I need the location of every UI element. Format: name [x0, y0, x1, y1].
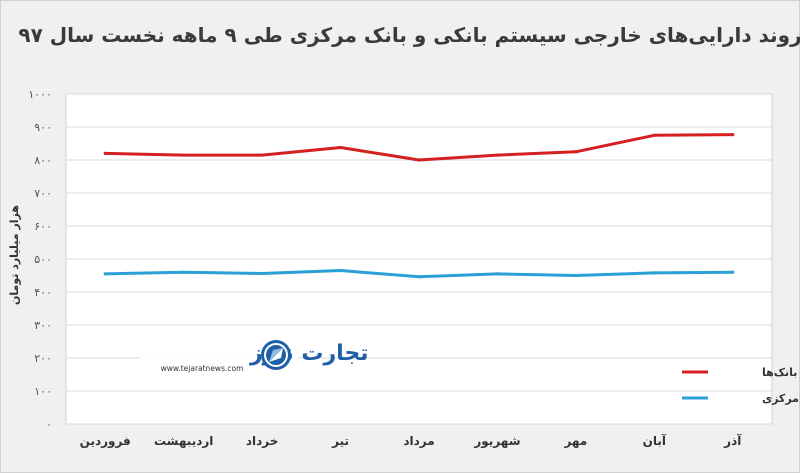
- y-tick-label: ۱۰۰: [34, 385, 52, 398]
- x-tick-label: خرداد: [246, 434, 279, 448]
- y-tick-label: ۱۰۰۰: [28, 88, 52, 101]
- x-axis-ticks: فروردین اردیبهشت خرداد تیر مرداد شهریور مهر آبا…: [80, 433, 743, 449]
- y-tick-label: ۵۰۰: [34, 253, 52, 266]
- y-tick-label: ۰: [46, 418, 52, 431]
- data-point: [652, 271, 656, 275]
- x-tick-label: مرداد: [403, 434, 434, 448]
- data-point: [182, 153, 186, 157]
- data-point: [417, 275, 421, 279]
- x-tick-label: شهریور: [473, 434, 520, 449]
- data-point: [338, 145, 343, 150]
- legend-label: بانک‌ها: [762, 366, 797, 379]
- data-point: [260, 153, 264, 157]
- data-point: [731, 132, 735, 137]
- data-point: [495, 272, 500, 276]
- data-point: [574, 150, 578, 154]
- series-lines: [103, 132, 735, 279]
- data-point: [338, 268, 343, 273]
- legend-label: بانک مرکزی: [762, 392, 800, 405]
- x-tick-label: آذر: [723, 433, 742, 448]
- data-point: [731, 270, 735, 274]
- y-axis-label: هزار میلیارد تومان: [8, 205, 21, 305]
- gridlines: [66, 93, 772, 425]
- y-tick-label: ۹۰۰: [34, 121, 52, 134]
- data-point: [182, 270, 186, 274]
- watermark-background: [140, 333, 298, 375]
- legend: بانک‌ها بانک مرکزی: [682, 366, 800, 405]
- x-tick-label: تیر: [331, 434, 349, 448]
- y-tick-label: ۶۰۰: [34, 220, 52, 233]
- y-tick-label: ۷۰۰: [34, 187, 52, 200]
- data-point: [260, 271, 264, 276]
- y-tick-label: ۳۰۰: [34, 319, 52, 332]
- data-point: [574, 273, 578, 278]
- data-point: [652, 133, 656, 137]
- y-axis-ticks: ۰ ۱۰۰ ۲۰۰ ۳۰۰ ۴۰۰ ۵۰۰ ۶۰۰ ۷۰۰ ۸۰۰ ۹۰۰ ۱۰۰۰: [28, 88, 52, 431]
- data-point: [495, 153, 500, 157]
- x-tick-label: فروردین: [80, 434, 131, 449]
- compass-icon: [261, 340, 291, 370]
- chart-title: روند دارایی‌های خارجی سیستم بانکی و بانک…: [18, 23, 800, 47]
- x-tick-label: آبان: [643, 433, 667, 448]
- y-tick-label: ۸۰۰: [34, 154, 52, 167]
- watermark-site: www.tejaratnews.com: [161, 364, 244, 373]
- watermark-logo: تجارت نیوز www.tejaratnews.com: [140, 333, 369, 375]
- x-tick-label: اردیبهشت: [154, 434, 213, 448]
- data-point: [417, 158, 421, 162]
- x-tick-label: مهر: [563, 434, 587, 448]
- data-point: [103, 272, 107, 276]
- y-tick-label: ۲۰۰: [34, 352, 52, 365]
- y-tick-label: ۴۰۰: [34, 286, 52, 299]
- data-point: [103, 151, 107, 155]
